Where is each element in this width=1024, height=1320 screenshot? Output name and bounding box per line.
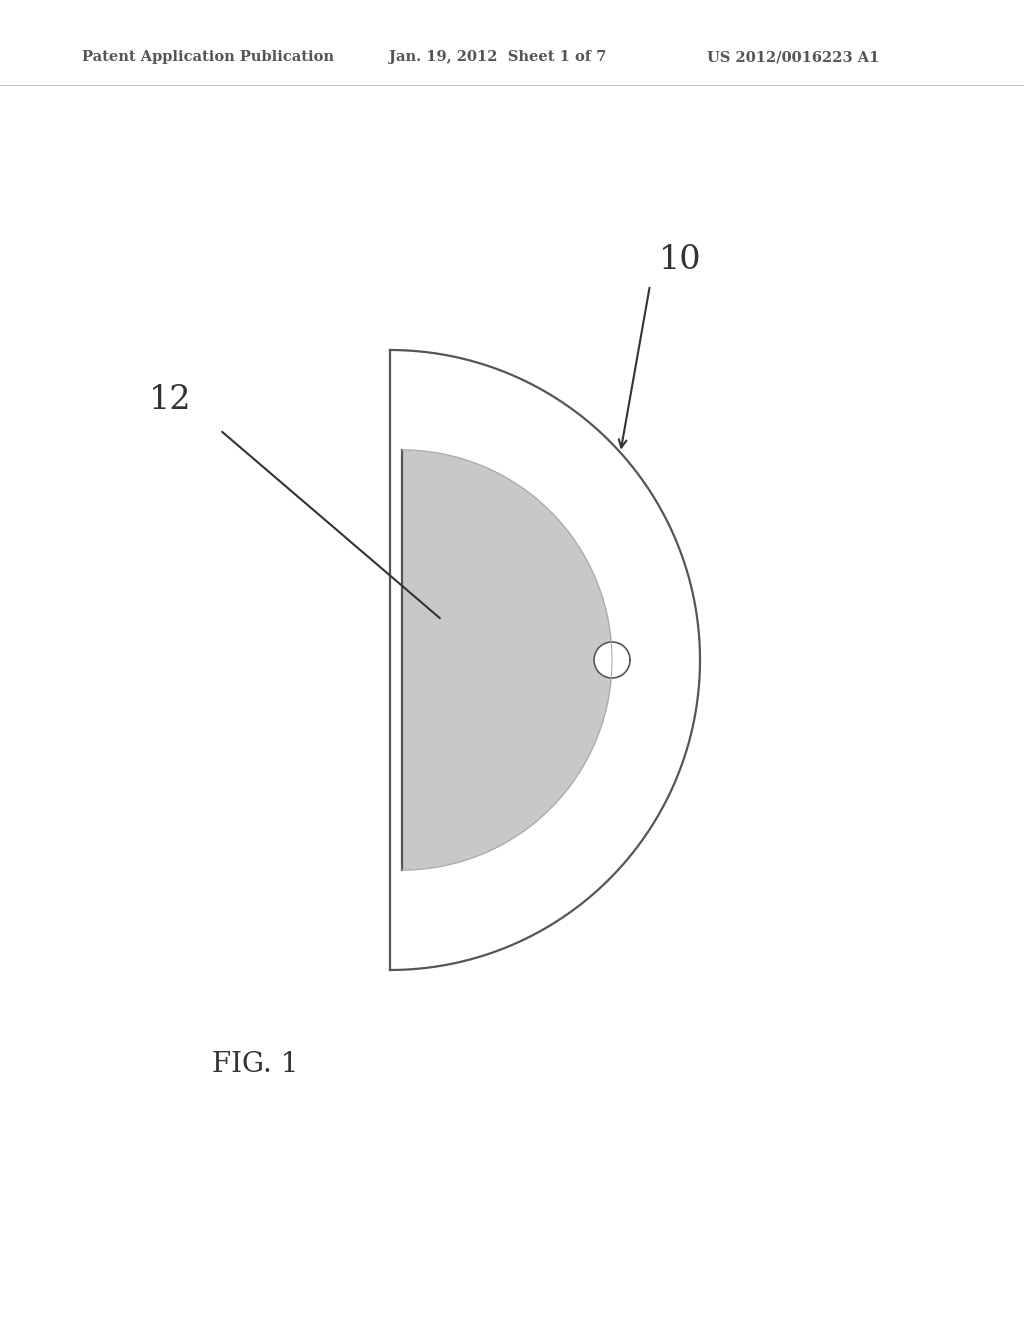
- Text: 12: 12: [148, 384, 191, 416]
- Polygon shape: [390, 350, 700, 970]
- Polygon shape: [594, 642, 630, 678]
- Text: FIG. 1: FIG. 1: [212, 1052, 298, 1078]
- Text: 10: 10: [658, 244, 701, 276]
- Text: Patent Application Publication: Patent Application Publication: [82, 50, 334, 65]
- Text: Jan. 19, 2012  Sheet 1 of 7: Jan. 19, 2012 Sheet 1 of 7: [389, 50, 606, 65]
- Text: US 2012/0016223 A1: US 2012/0016223 A1: [707, 50, 879, 65]
- Polygon shape: [402, 450, 612, 870]
